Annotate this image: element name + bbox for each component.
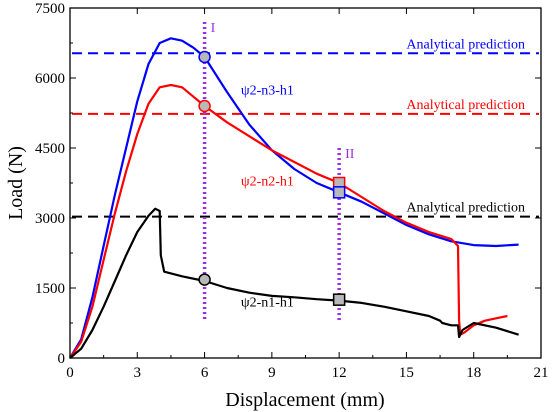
- x-tick-label-5: 15: [399, 365, 414, 381]
- series-label-0: ψ2-n3-h1: [241, 83, 294, 98]
- y-tick-label-4: 6000: [35, 71, 65, 87]
- vertical-marker-label-0: I: [211, 21, 216, 36]
- x-axis-title: Displacement (mm): [225, 389, 384, 411]
- x-tick-label-3: 9: [268, 365, 276, 381]
- y-tick-label-3: 4500: [35, 141, 65, 157]
- series-label-1: ψ2-n2-h1: [241, 174, 294, 189]
- x-tick-label-1: 3: [134, 365, 142, 381]
- y-tick-label-2: 3000: [35, 211, 65, 227]
- x-tick-label-0: 0: [66, 365, 74, 381]
- x-tick-label-2: 6: [201, 365, 209, 381]
- marker-square-5: [332, 293, 346, 306]
- marker-circle-2: [198, 273, 211, 286]
- series-label-2: ψ2-n1-h1: [241, 296, 294, 311]
- series-line-2: [69, 207, 519, 359]
- reference-label-1: Analytical prediction: [406, 98, 525, 113]
- y-tick-label-5: 7500: [35, 1, 65, 17]
- series-line-1: [69, 83, 508, 359]
- y-tick-label-1: 1500: [35, 281, 65, 297]
- x-tick-label-6: 18: [466, 365, 481, 381]
- reference-label-2: Analytical prediction: [406, 201, 525, 216]
- series-line-0: [69, 37, 519, 359]
- vertical-marker-label-1: II: [345, 147, 355, 162]
- x-tick-label-4: 12: [332, 365, 347, 381]
- marker-square-4: [332, 186, 346, 199]
- reference-label-0: Analytical prediction: [406, 37, 525, 52]
- marker-circle-1: [198, 99, 211, 113]
- x-tick-label-7: 21: [534, 365, 549, 381]
- plot-area: Analytical prediction Analytical predicti…: [35, 1, 549, 381]
- marker-circle-0: [198, 50, 211, 64]
- axes-frame: [69, 7, 542, 359]
- y-axis-title: Load (N): [5, 146, 27, 220]
- y-tick-label-0: 0: [58, 351, 66, 367]
